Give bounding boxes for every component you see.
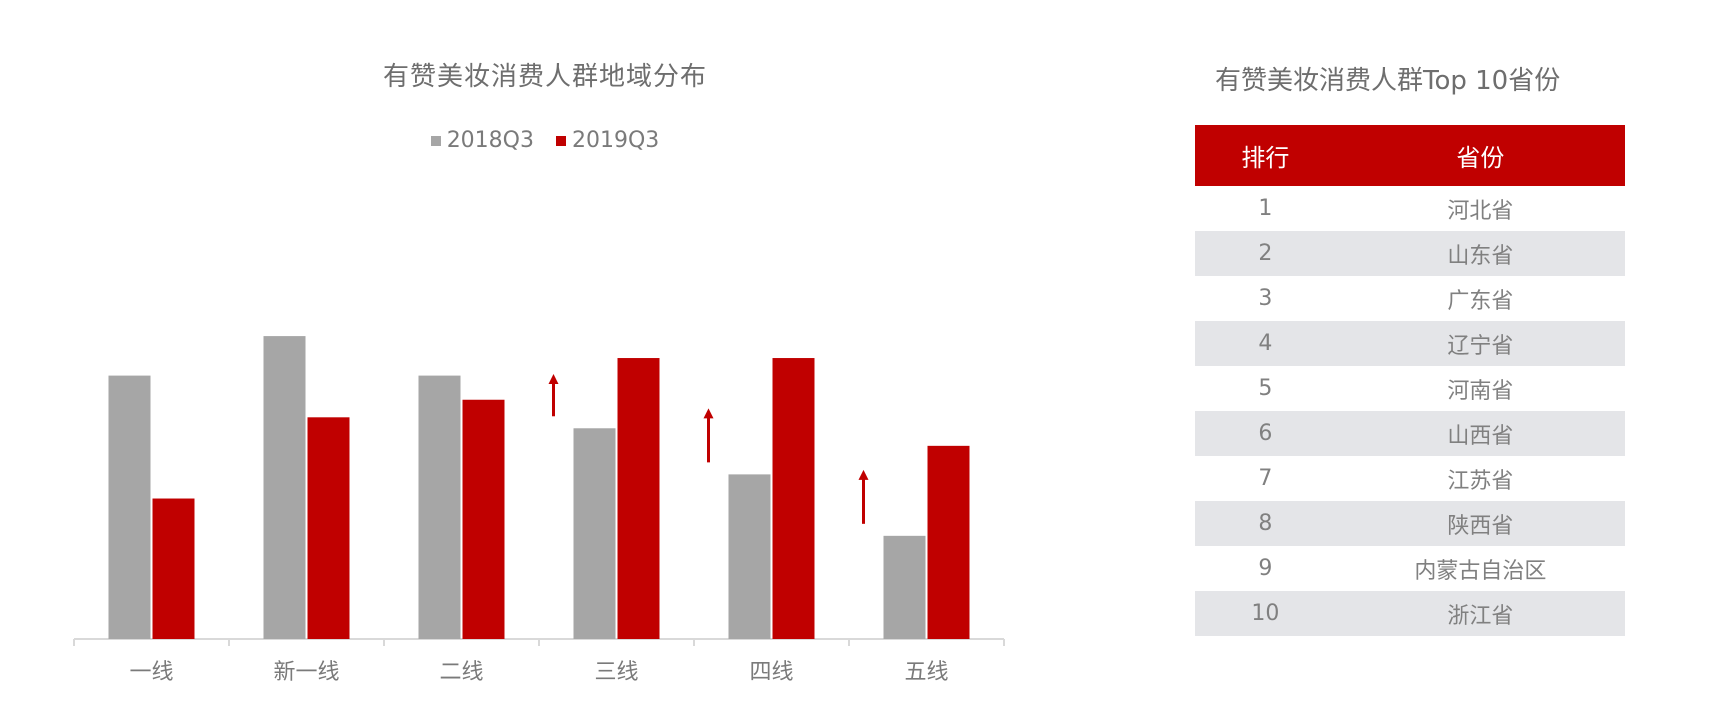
province-cell: 陕西省	[1335, 501, 1625, 546]
province-cell: 内蒙古自治区	[1414, 558, 1547, 584]
table-row: 8 陕西省	[1195, 501, 1625, 546]
rank-cell: 3	[1258, 286, 1273, 311]
x-tick-label: 二线	[439, 660, 483, 685]
legend-item-2018: 2018Q3	[430, 128, 534, 153]
rank-cell: 10	[1195, 591, 1336, 636]
bar-2019-0	[152, 498, 195, 639]
x-tick-label: 新一线	[273, 660, 339, 685]
rank-cell: 2	[1195, 231, 1336, 276]
bar-2019-1	[307, 417, 350, 639]
rank-cell: 8	[1195, 501, 1336, 546]
x-tick-label: 四线	[749, 660, 793, 685]
table-row: 7 江苏省	[1195, 456, 1625, 501]
bar-2018-2	[418, 375, 461, 639]
legend-item-2019: 2019Q3	[556, 128, 659, 153]
bar-2018-3	[573, 428, 616, 639]
bar-2018-0	[108, 375, 151, 639]
x-tick-label: 一线	[129, 660, 173, 685]
table-row: 9 内蒙古自治区	[1195, 546, 1625, 591]
province-cell: 山西省	[1335, 411, 1625, 456]
rank-cell: 4	[1195, 321, 1336, 366]
legend-swatch-2019	[556, 135, 566, 146]
table-row: 2 山东省	[1195, 231, 1625, 276]
bar-2018-5	[883, 535, 926, 639]
rank-cell: 5	[1258, 376, 1273, 401]
bar-2019-3	[617, 358, 660, 639]
chart-title: 有赞美妆消费人群地域分布	[382, 62, 707, 92]
header-province: 省份	[1335, 125, 1625, 186]
increase-arrow-head	[703, 408, 714, 419]
chart-legend: 2018Q3 2019Q3	[0, 128, 1090, 153]
header-rank: 排行	[1195, 125, 1336, 186]
province-cell: 河南省	[1447, 378, 1514, 404]
bar-2019-5	[927, 445, 970, 639]
legend-label-2018: 2018Q3	[446, 128, 534, 153]
province-cell: 江苏省	[1447, 468, 1514, 494]
table-row: 3 广东省	[1195, 276, 1625, 321]
ranking-table: 排行 省份 1 河北省 2 山东省 3 广东省 4 辽宁省 5 河南省 6 山西省 7 江苏省…	[1195, 125, 1625, 636]
bar-2019-2	[462, 399, 505, 639]
table-row: 4 辽宁省	[1195, 321, 1625, 366]
table-row: 5 河南省	[1195, 366, 1625, 411]
rank-cell: 6	[1195, 411, 1336, 456]
legend-swatch-2018	[430, 135, 441, 146]
bar-2018-1	[263, 336, 306, 639]
province-cell: 辽宁省	[1335, 321, 1625, 366]
province-cell: 山东省	[1335, 231, 1625, 276]
bar-2018-4	[728, 474, 771, 639]
table-row: 6 山西省	[1195, 411, 1625, 456]
increase-arrow-head	[858, 469, 869, 480]
rank-cell: 7	[1258, 466, 1273, 491]
x-tick-label: 五线	[904, 660, 948, 685]
bar-chart-panel: 有赞美妆消费人群地域分布 2018Q3 2019Q3 一线 新一线 二线 三线 四线 五线	[0, 62, 1090, 685]
increase-arrow-head	[548, 374, 559, 385]
table-row: 1 河北省	[1195, 186, 1625, 231]
rank-cell: 1	[1258, 196, 1273, 221]
legend-label-2019: 2019Q3	[572, 128, 660, 153]
bar-2019-4	[772, 358, 815, 639]
x-tick-label: 三线	[594, 660, 638, 685]
table-title: 有赞美妆消费人群Top 10省份	[1215, 66, 1561, 96]
table-header-row: 排行 省份	[1195, 125, 1625, 186]
province-cell: 河北省	[1447, 198, 1514, 224]
table-row: 10 浙江省	[1195, 591, 1625, 636]
province-cell: 广东省	[1447, 288, 1514, 314]
chart-plot-area: 一线 新一线 二线 三线 四线 五线	[73, 336, 1005, 685]
province-cell: 浙江省	[1335, 591, 1625, 636]
rank-cell: 9	[1258, 556, 1273, 581]
